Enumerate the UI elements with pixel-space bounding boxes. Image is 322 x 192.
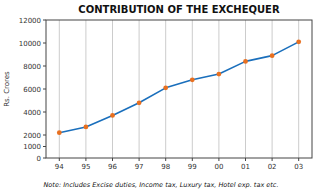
grid-line [245,20,246,158]
y-tick-label: 8000 [23,63,41,71]
x-tick [298,158,299,161]
point [270,53,275,58]
x-tick-label: 00 [214,163,223,171]
x-tick-label: 96 [108,163,117,171]
note: Note: Includes Excise duties, Income tax… [44,181,279,189]
point [110,113,115,118]
y-tick-label: 10000 [19,40,41,48]
grid-line [272,20,273,158]
point [190,77,195,82]
y-tick-label: 1000 [23,143,41,151]
chart: 0100020004000600080001000012000949596979… [0,0,322,192]
chart-container: 0100020004000600080001000012000949596979… [0,0,322,192]
grid-line [85,20,86,158]
y-tick [43,89,46,90]
y-axis-label: Rs. Crores [3,71,11,107]
y-tick-label: 2000 [23,132,41,140]
x-tick [218,158,219,161]
x-tick-label: 01 [241,163,250,171]
x-tick [272,158,273,161]
title: CONTRIBUTION OF THE EXCHEQUER [78,4,280,15]
line [59,42,298,133]
y-tick-label: 12000 [19,17,41,25]
point [84,125,89,130]
grid-line [139,20,140,158]
grid-line [192,20,193,158]
x-tick [245,158,246,161]
x-tick-label: 94 [55,163,64,171]
data [57,39,301,135]
point [137,100,142,105]
x-tick [59,158,60,161]
x-tick [165,158,166,161]
point [296,39,301,44]
y-tick [43,43,46,44]
grid [59,20,298,158]
x-tick [112,158,113,161]
y-tick [43,20,46,21]
y-axis: 0 1000 2000 4000 6000 8000 10000 12000 [19,17,46,163]
y-tick-label: 6000 [23,86,41,94]
x-tick [85,158,86,161]
y-tick [43,158,46,159]
point [57,130,62,135]
x-tick-label: 95 [81,163,90,171]
y-tick [43,112,46,113]
point [243,59,248,64]
x-tick-label: 98 [161,163,170,171]
grid-line [59,20,60,158]
x-tick-label: 02 [268,163,277,171]
y-tick-label: 4000 [23,109,41,117]
y-tick [43,135,46,136]
grid-line [112,20,113,158]
y-tick [43,66,46,67]
point [163,85,168,90]
x-tick [139,158,140,161]
grid-line [218,20,219,158]
point [217,72,222,77]
x-axis: 94 95 96 97 98 99 00 01 02 03 [55,158,303,171]
plot-frame [46,20,312,158]
x-tick [192,158,193,161]
x-tick-label: 99 [188,163,197,171]
y-tick [43,146,46,147]
x-tick-label: 97 [135,163,144,171]
x-tick-label: 03 [294,163,303,171]
y-tick-label: 0 [37,155,41,163]
